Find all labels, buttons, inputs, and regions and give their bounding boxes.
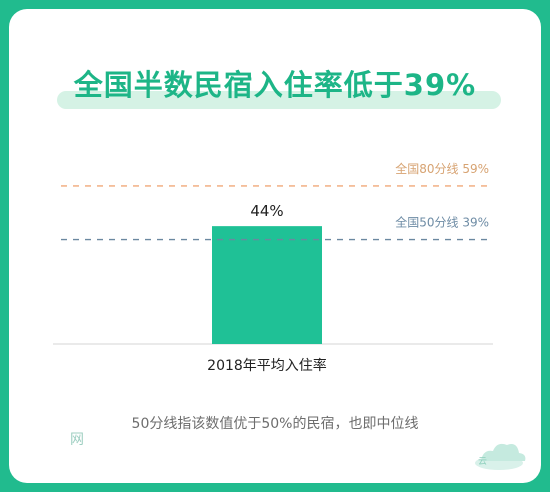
footnote: 50分线指该数值优于50%的民宿，也即中位线 <box>131 416 419 432</box>
title-block: 全国半数民宿入住率低于39% <box>9 65 541 111</box>
x-tick-label-0: 2018年平均入住率 <box>207 357 327 374</box>
chart-card: 全国半数民宿入住率低于39% 44% 2018年平均入住率 全国80分线 59% 全国… <box>9 9 541 483</box>
cloud-icon: 云 <box>475 443 526 470</box>
bar-data-label-0: 44% <box>250 202 283 220</box>
reference-line-label-0: 全国80分线 59% <box>395 161 489 176</box>
title-underline-highlight <box>57 91 501 109</box>
bar-chart: 44% 2018年平均入住率 全国80分线 59% 全国50分线 39% <box>53 161 493 374</box>
watermark-text: 网 <box>70 432 84 448</box>
reference-line-label-1: 全国50分线 39% <box>395 215 489 230</box>
chart-title: 全国半数民宿入住率低于39% <box>73 68 477 102</box>
bar-0 <box>212 226 322 344</box>
watermark-brand-text: 云 <box>478 457 487 467</box>
